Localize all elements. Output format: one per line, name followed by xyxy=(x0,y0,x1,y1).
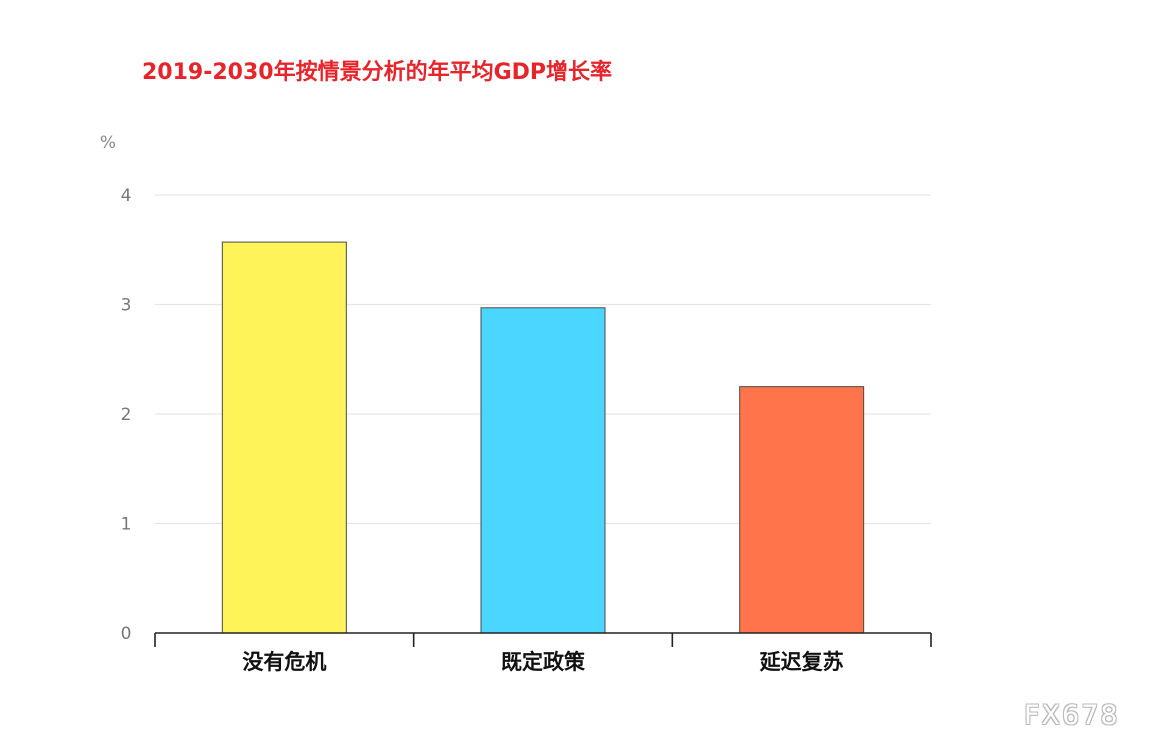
x-tick-label: 既定政策 xyxy=(501,650,586,674)
x-axis-labels: 没有危机 既定政策 延迟复苏 xyxy=(242,650,843,674)
watermark-logo: FX678 xyxy=(1024,700,1120,731)
y-axis-ticks: 0 1 2 3 4 xyxy=(121,186,132,644)
chart-title: 2019-2030年按情景分析的年平均GDP增长率 xyxy=(142,60,613,85)
y-tick-label: 2 xyxy=(121,405,132,425)
bar-3 xyxy=(739,386,865,634)
bar-2 xyxy=(480,307,606,634)
y-tick-label: 1 xyxy=(121,515,132,535)
y-tick-label: 0 xyxy=(121,624,132,644)
y-axis-unit-label: % xyxy=(100,133,116,153)
y-tick-label: 3 xyxy=(121,296,132,316)
x-axis xyxy=(154,632,932,647)
bars xyxy=(221,241,865,634)
x-tick-label: 延迟复苏 xyxy=(759,650,844,674)
x-tick-label: 没有危机 xyxy=(242,650,326,674)
bar-1 xyxy=(221,241,347,634)
y-tick-label: 4 xyxy=(121,186,132,206)
